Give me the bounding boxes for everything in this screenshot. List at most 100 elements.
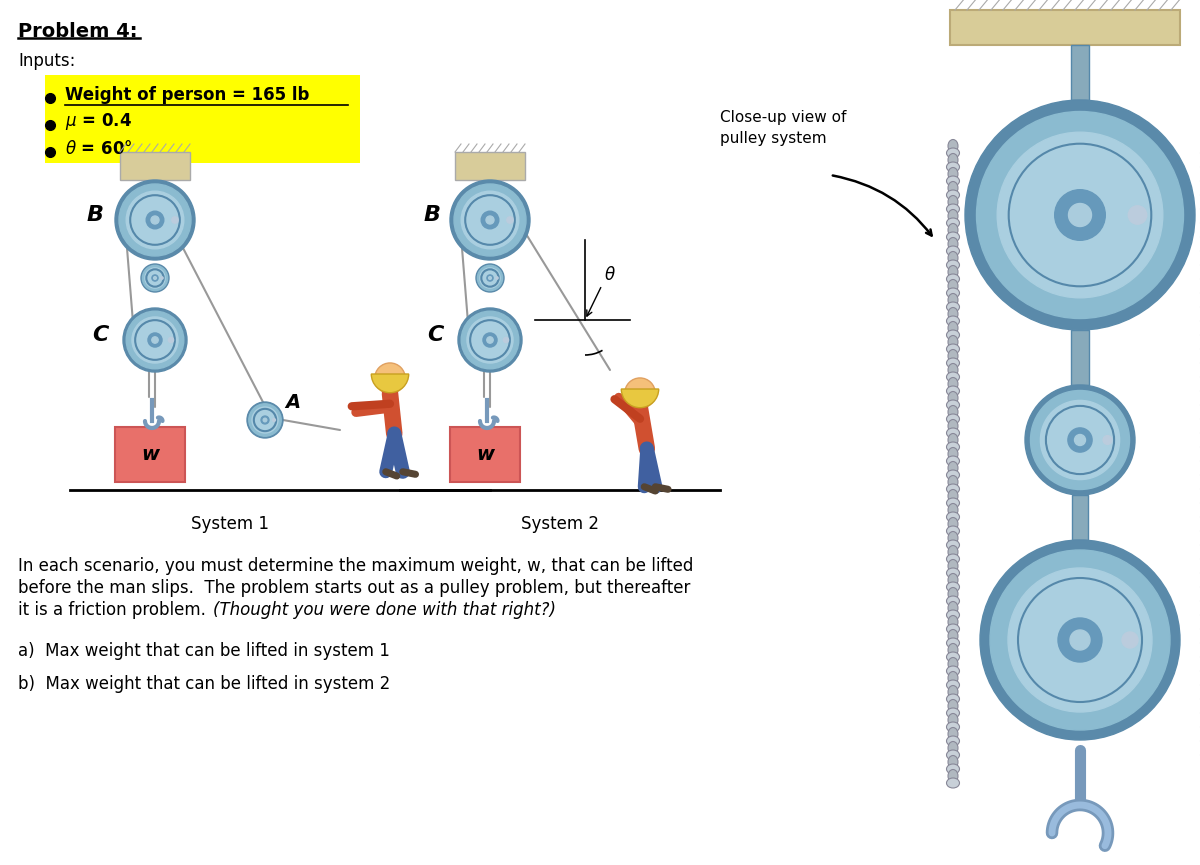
Circle shape: [126, 311, 184, 368]
Circle shape: [142, 264, 169, 292]
Ellipse shape: [948, 266, 958, 279]
Ellipse shape: [947, 386, 960, 396]
Bar: [950, 10, 1180, 45]
Ellipse shape: [947, 764, 960, 774]
Ellipse shape: [948, 671, 958, 684]
Text: it is a friction problem.: it is a friction problem.: [18, 601, 216, 619]
Ellipse shape: [947, 302, 960, 312]
Ellipse shape: [947, 694, 960, 704]
Ellipse shape: [947, 778, 960, 788]
Ellipse shape: [947, 176, 960, 186]
Circle shape: [1068, 428, 1092, 452]
Circle shape: [625, 378, 655, 408]
Text: before the man slips.  The problem starts out as a pulley problem, but thereafte: before the man slips. The problem starts…: [18, 579, 690, 597]
Ellipse shape: [947, 246, 960, 256]
Ellipse shape: [948, 447, 958, 460]
Text: B: B: [424, 205, 440, 225]
Ellipse shape: [947, 540, 960, 550]
Ellipse shape: [947, 190, 960, 200]
Circle shape: [124, 308, 187, 372]
Circle shape: [480, 268, 500, 288]
Ellipse shape: [948, 587, 958, 600]
Ellipse shape: [947, 428, 960, 438]
Ellipse shape: [948, 503, 958, 516]
Text: $\mu$ = 0.4: $\mu$ = 0.4: [65, 112, 132, 132]
Circle shape: [461, 191, 518, 249]
Ellipse shape: [948, 517, 958, 530]
Ellipse shape: [948, 195, 958, 208]
Ellipse shape: [947, 526, 960, 536]
Circle shape: [119, 184, 191, 256]
Wedge shape: [622, 389, 659, 407]
Circle shape: [145, 268, 166, 288]
Text: w: w: [142, 445, 158, 464]
Ellipse shape: [948, 490, 958, 503]
Ellipse shape: [948, 252, 958, 265]
Ellipse shape: [947, 596, 960, 606]
Bar: [1072, 45, 1090, 100]
Text: $\theta$: $\theta$: [604, 266, 616, 284]
Text: C: C: [92, 325, 108, 345]
Ellipse shape: [948, 546, 958, 559]
Bar: [120, 152, 190, 180]
Circle shape: [461, 311, 518, 368]
Ellipse shape: [947, 568, 960, 578]
Ellipse shape: [948, 322, 958, 335]
Ellipse shape: [948, 700, 958, 713]
Text: Problem 4:: Problem 4:: [18, 22, 138, 41]
Circle shape: [1058, 618, 1102, 662]
Bar: [1072, 330, 1090, 385]
Ellipse shape: [948, 770, 958, 783]
Circle shape: [1128, 206, 1147, 224]
Ellipse shape: [947, 708, 960, 718]
Circle shape: [1122, 632, 1138, 648]
Ellipse shape: [948, 139, 958, 152]
Ellipse shape: [948, 476, 958, 489]
Circle shape: [252, 407, 278, 433]
Circle shape: [980, 540, 1180, 740]
Ellipse shape: [948, 209, 958, 222]
Ellipse shape: [948, 223, 958, 236]
Text: w: w: [476, 445, 494, 464]
Ellipse shape: [947, 344, 960, 354]
Ellipse shape: [947, 638, 960, 648]
Ellipse shape: [947, 554, 960, 564]
Ellipse shape: [947, 274, 960, 284]
Circle shape: [450, 180, 530, 260]
Ellipse shape: [947, 484, 960, 494]
Ellipse shape: [948, 616, 958, 629]
Text: System 2: System 2: [521, 515, 599, 533]
Text: Inputs:: Inputs:: [18, 52, 76, 70]
Circle shape: [146, 211, 163, 229]
Ellipse shape: [948, 630, 958, 643]
Ellipse shape: [948, 293, 958, 306]
Ellipse shape: [948, 573, 958, 586]
Ellipse shape: [947, 512, 960, 522]
Ellipse shape: [947, 316, 960, 326]
Ellipse shape: [948, 406, 958, 419]
Circle shape: [132, 317, 178, 363]
Circle shape: [997, 132, 1163, 298]
Circle shape: [506, 217, 514, 223]
Text: a)  Max weight that can be lifted in system 1: a) Max weight that can be lifted in syst…: [18, 642, 390, 660]
Circle shape: [488, 277, 492, 279]
Text: b)  Max weight that can be lifted in system 2: b) Max weight that can be lifted in syst…: [18, 675, 390, 693]
Ellipse shape: [947, 736, 960, 746]
Ellipse shape: [947, 498, 960, 508]
Ellipse shape: [948, 279, 958, 292]
Circle shape: [247, 402, 283, 438]
Circle shape: [172, 217, 179, 223]
Text: $\theta$ = 60°: $\theta$ = 60°: [65, 140, 133, 158]
Bar: [455, 152, 526, 180]
Ellipse shape: [948, 714, 958, 727]
Circle shape: [481, 211, 499, 229]
Circle shape: [152, 336, 158, 343]
Circle shape: [496, 277, 498, 279]
Ellipse shape: [948, 531, 958, 544]
Ellipse shape: [948, 560, 958, 573]
Ellipse shape: [948, 336, 958, 349]
Circle shape: [374, 363, 406, 394]
Circle shape: [467, 317, 514, 363]
Wedge shape: [371, 374, 409, 393]
Circle shape: [1040, 400, 1120, 479]
